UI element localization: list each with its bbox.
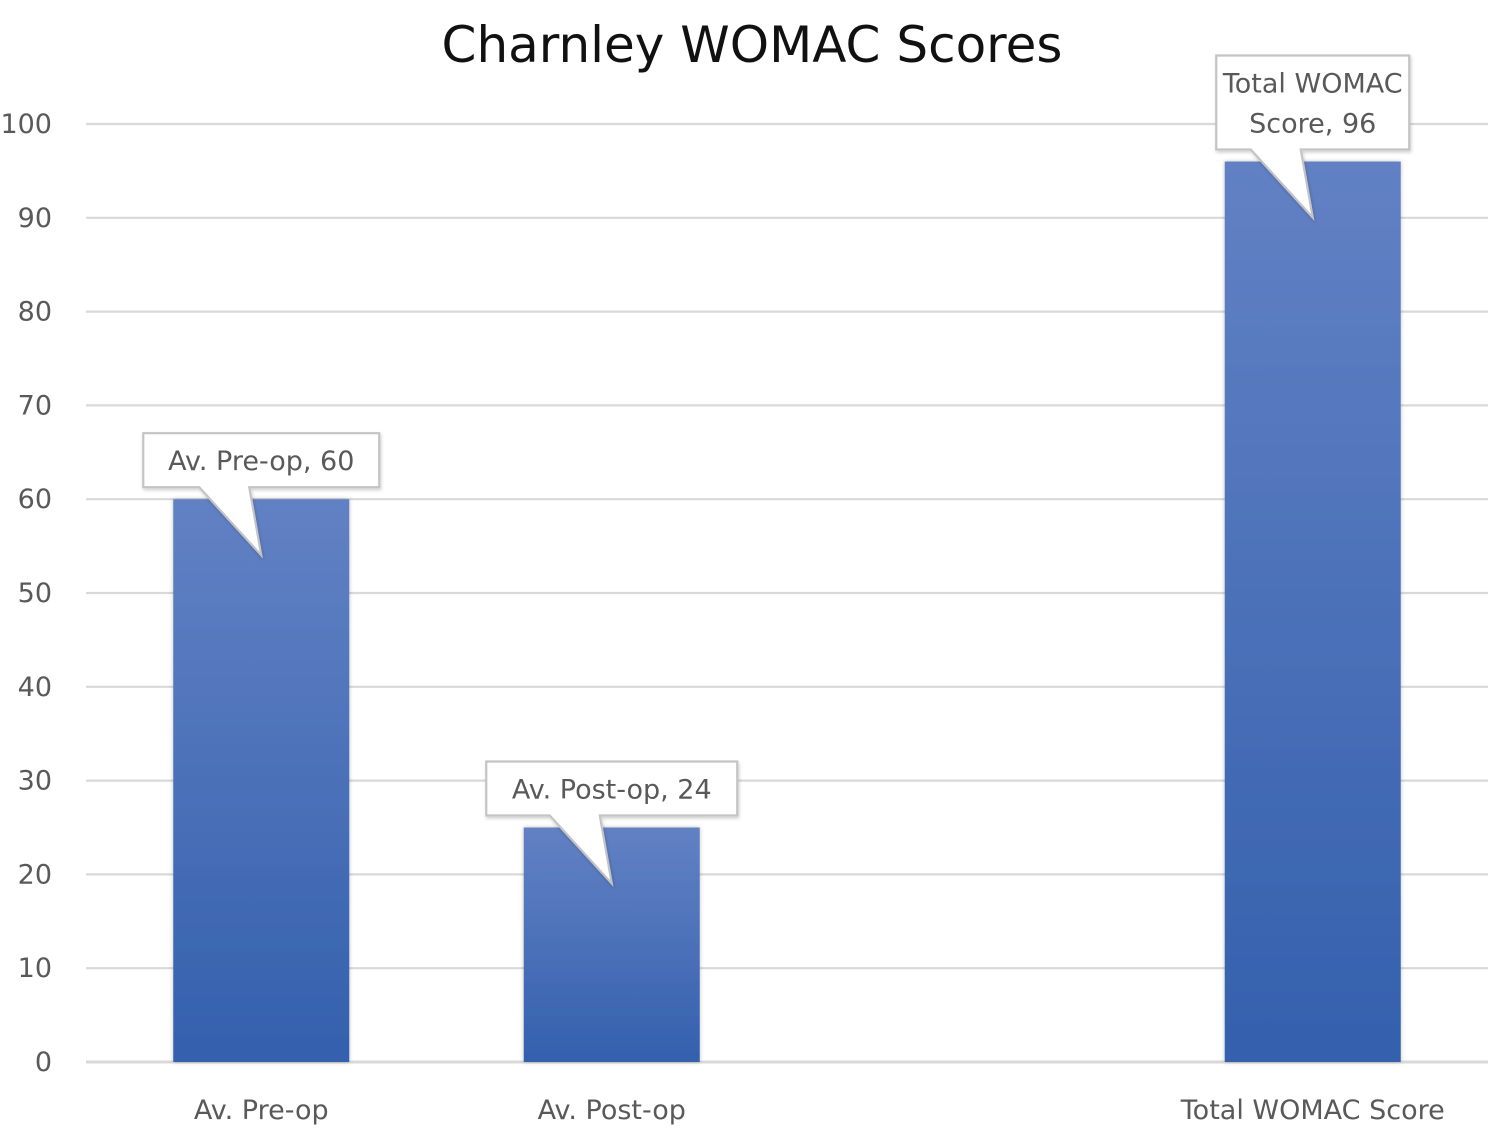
data-label-text: Score, 96: [1249, 109, 1376, 140]
data-label-callout: [485, 760, 739, 888]
x-category-label: Av. Pre-op: [194, 1095, 329, 1126]
x-category-label: Av. Post-op: [538, 1095, 686, 1126]
bar: [523, 827, 700, 1062]
y-tick-label: 10: [18, 953, 52, 984]
data-label-text: Total WOMAC: [1222, 69, 1403, 100]
y-tick-label: 50: [18, 578, 52, 609]
chart-title: Charnley WOMAC Scores: [442, 16, 1063, 74]
data-label-callout: [1215, 54, 1411, 222]
data-label-text: Av. Post-op, 24: [512, 775, 712, 806]
data-label-callouts: Av. Pre-op, 60 Av. Post-op, 24 Total WOMAC…: [142, 54, 1411, 888]
bar: [1224, 161, 1401, 1062]
y-tick-label: 70: [18, 390, 52, 421]
y-tick-label: 90: [18, 203, 52, 234]
y-tick-label: 100: [0, 109, 52, 140]
y-tick-label: 40: [18, 672, 52, 703]
data-label-callout: [142, 432, 381, 559]
x-axis-category-labels: Av. Pre-op Av. Post-op Total WOMAC Score: [194, 1095, 1445, 1126]
y-tick-label: 80: [18, 297, 52, 328]
y-tick-label: 20: [18, 859, 52, 890]
y-tick-label: 30: [18, 766, 52, 797]
y-tick-label: 60: [18, 484, 52, 515]
data-label-text: Av. Pre-op, 60: [168, 446, 354, 477]
y-tick-label: 0: [35, 1047, 52, 1078]
y-axis-tick-labels: 0 10 20 30 40 50 60 70 80 90 100: [0, 109, 52, 1078]
x-category-label: Total WOMAC Score: [1180, 1095, 1445, 1126]
bars: [173, 161, 1401, 1062]
bar: [173, 499, 350, 1062]
